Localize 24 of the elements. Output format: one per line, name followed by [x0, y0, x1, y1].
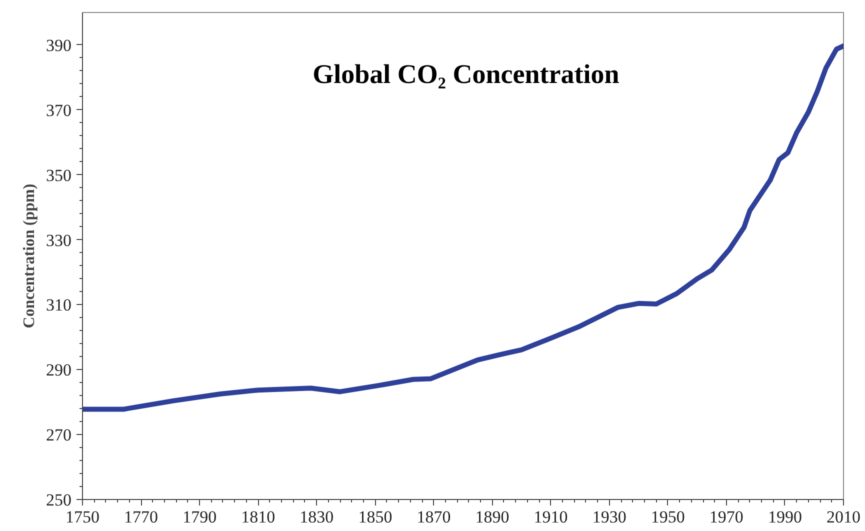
y-tick-label: 370 — [46, 100, 72, 120]
y-tick-label: 390 — [46, 36, 72, 55]
x-tick-label: 1790 — [182, 508, 217, 526]
x-tick-label: 1970 — [709, 508, 744, 526]
y-tick-label: 310 — [46, 296, 72, 315]
x-tick-label: 1890 — [475, 508, 510, 526]
x-tick-label: 1990 — [768, 508, 802, 526]
y-axis-title: Concentration (ppm) — [21, 184, 38, 328]
y-tick-label: 350 — [46, 166, 72, 185]
text: Global CO₂ Concentration — [312, 59, 620, 90]
x-tick-label: 1870 — [416, 508, 451, 526]
x-tick-label: 1810 — [241, 508, 276, 526]
x-tick-label: 1750 — [66, 508, 100, 526]
x-tick-label: 1950 — [650, 508, 685, 526]
x-tick-label: 1770 — [124, 508, 158, 526]
y-tick-label: 270 — [46, 426, 72, 445]
y-tick-label: 290 — [46, 360, 72, 380]
x-tick-label: 1910 — [534, 508, 568, 526]
x-tick-label: 1830 — [300, 508, 334, 526]
x-tick-label: 1930 — [592, 508, 626, 526]
x-tick-label: 1850 — [358, 508, 392, 526]
y-tick-label: 250 — [46, 490, 72, 510]
x-tick-label: 2010 — [826, 508, 860, 526]
y-tick-label: 330 — [46, 230, 72, 250]
